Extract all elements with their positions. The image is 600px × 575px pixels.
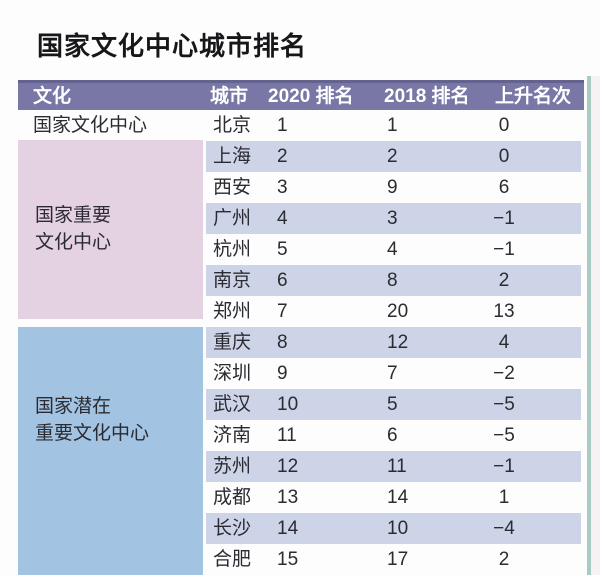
cell-rank-2018: 1 bbox=[387, 115, 398, 136]
group-block-national-important: 国家重要 文化中心 bbox=[18, 140, 203, 319]
cell-change: −1 bbox=[493, 456, 515, 477]
table-row: 武汉 10 5 −5 bbox=[206, 389, 581, 420]
cell-rank-2020: 14 bbox=[277, 518, 299, 539]
cell-change: 6 bbox=[498, 177, 510, 198]
table-row: 上海 2 2 0 bbox=[206, 141, 581, 172]
cell-rank-2018: 11 bbox=[387, 456, 407, 477]
cell-change: −2 bbox=[493, 363, 515, 384]
cell-rank-2018: 20 bbox=[387, 301, 409, 322]
group-block-national-potential: 国家潜在 重要文化中心 bbox=[18, 327, 203, 575]
cell-rank-2018: 8 bbox=[387, 270, 398, 291]
table-row: 南京 6 8 2 bbox=[206, 265, 581, 296]
table-row: 合肥 15 17 2 bbox=[206, 544, 581, 575]
cell-city: 广州 bbox=[213, 208, 252, 229]
cell-rank-2020: 7 bbox=[277, 301, 288, 322]
cell-city: 上海 bbox=[213, 146, 252, 167]
cell-change: 2 bbox=[498, 270, 510, 291]
cell-city: 合肥 bbox=[213, 549, 252, 570]
cell-city: 苏州 bbox=[213, 456, 252, 477]
cell-rank-2020: 2 bbox=[277, 146, 288, 167]
cell-change: 4 bbox=[498, 332, 510, 353]
table-row: 郑州 7 20 13 bbox=[206, 296, 581, 327]
cell-rank-2018: 4 bbox=[387, 239, 398, 260]
cell-rank-2020: 4 bbox=[277, 208, 288, 229]
cell-rank-2018: 10 bbox=[387, 518, 409, 539]
cell-rank-2020: 9 bbox=[277, 363, 288, 384]
cell-rank-2018: 9 bbox=[387, 177, 398, 198]
group-label-line: 国家潜在 bbox=[35, 396, 112, 417]
column-header-change: 上升名次 bbox=[495, 86, 572, 107]
cell-rank-2020: 10 bbox=[277, 394, 299, 415]
cell-change: −5 bbox=[493, 394, 515, 415]
cell-rank-2018: 7 bbox=[387, 363, 398, 384]
cell-city: 济南 bbox=[213, 425, 252, 446]
table-row: 济南 11 6 −5 bbox=[206, 420, 581, 451]
cell-city: 西安 bbox=[213, 177, 252, 198]
cell-city: 深圳 bbox=[213, 363, 252, 384]
cell-rank-2018: 5 bbox=[387, 394, 398, 415]
cell-city: 成都 bbox=[213, 487, 252, 508]
cell-city: 武汉 bbox=[213, 394, 252, 415]
cell-rank-2020: 13 bbox=[277, 487, 299, 508]
table-row: 苏州 12 11 −1 bbox=[206, 451, 581, 482]
cell-change: 2 bbox=[498, 549, 510, 570]
table-row: 西安 3 9 6 bbox=[206, 172, 581, 203]
table-row: 成都 13 14 1 bbox=[206, 482, 581, 513]
page-title: 国家文化中心城市排名 bbox=[37, 31, 308, 61]
cell-change: −1 bbox=[493, 208, 515, 229]
cell-rank-2020: 6 bbox=[277, 270, 288, 291]
cell-rank-2018: 17 bbox=[387, 549, 409, 570]
group-label-line: 重要文化中心 bbox=[35, 423, 150, 444]
table-row: 深圳 9 7 −2 bbox=[206, 358, 581, 389]
cell-city: 杭州 bbox=[213, 239, 252, 260]
column-header-rank-2020: 2020 排名 bbox=[268, 86, 354, 107]
column-header-city: 城市 bbox=[210, 86, 249, 107]
page-right-margin bbox=[591, 76, 600, 575]
cell-rank-2018: 2 bbox=[387, 146, 398, 167]
cell-rank-2018: 14 bbox=[387, 487, 409, 508]
cell-rank-2018: 6 bbox=[387, 425, 398, 446]
cell-city: 南京 bbox=[213, 270, 252, 291]
cell-change: 0 bbox=[498, 146, 510, 167]
group-label-line: 文化中心 bbox=[35, 232, 112, 253]
cell-change: 13 bbox=[493, 301, 515, 322]
cell-change: −5 bbox=[493, 425, 515, 446]
table-row: 广州 4 3 −1 bbox=[206, 203, 581, 234]
cell-rank-2018: 3 bbox=[387, 208, 398, 229]
cell-city: 长沙 bbox=[213, 518, 252, 539]
cell-change: −4 bbox=[493, 518, 515, 539]
cell-rank-2020: 1 bbox=[277, 115, 288, 136]
cell-city: 郑州 bbox=[213, 301, 252, 322]
cell-rank-2020: 12 bbox=[277, 456, 299, 477]
card-edge-line bbox=[587, 76, 591, 575]
table-row: 长沙 14 10 −4 bbox=[206, 513, 581, 544]
cell-change: 1 bbox=[498, 487, 510, 508]
table-row: 杭州 5 4 −1 bbox=[206, 234, 581, 265]
column-header-culture: 文化 bbox=[33, 86, 72, 107]
group-label-line: 国家重要 bbox=[35, 205, 112, 226]
column-header-rank-2018: 2018 排名 bbox=[384, 86, 470, 107]
cell-rank-2020: 8 bbox=[277, 332, 288, 353]
cell-rank-2020: 11 bbox=[277, 425, 297, 446]
group-label-national-center: 国家文化中心 bbox=[33, 115, 148, 136]
table-row: 北京 1 1 0 bbox=[206, 110, 581, 141]
cell-change: 0 bbox=[498, 115, 510, 136]
table-header: 文化 城市 2020 排名 2018 排名 上升名次 bbox=[18, 80, 584, 110]
cell-rank-2020: 15 bbox=[277, 549, 299, 570]
cell-city: 重庆 bbox=[213, 332, 252, 353]
cell-city: 北京 bbox=[213, 115, 252, 136]
cell-change: −1 bbox=[493, 239, 515, 260]
cell-rank-2020: 5 bbox=[277, 239, 288, 260]
cell-rank-2020: 3 bbox=[277, 177, 288, 198]
cell-rank-2018: 12 bbox=[387, 332, 409, 353]
table-row: 重庆 8 12 4 bbox=[206, 327, 581, 358]
